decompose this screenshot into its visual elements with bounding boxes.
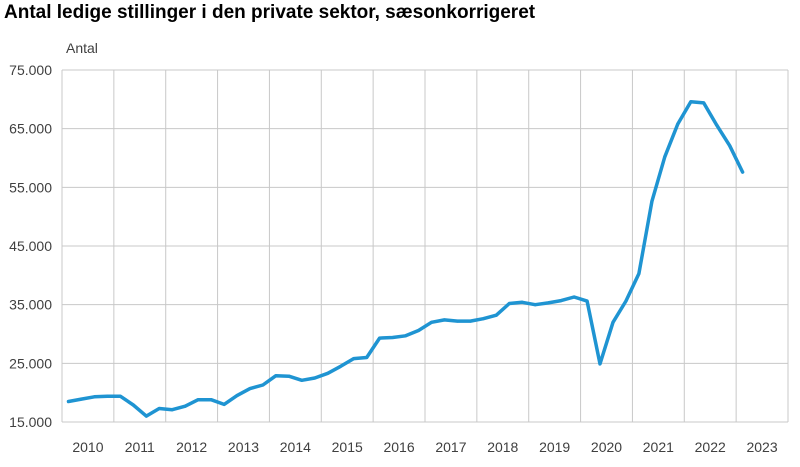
data-point [274, 374, 278, 378]
data-point [455, 319, 459, 323]
data-point [170, 408, 174, 412]
data-point [598, 362, 602, 366]
data-point [507, 302, 511, 305]
data-point [468, 319, 472, 323]
data-point [300, 378, 304, 382]
data-point [404, 334, 408, 338]
x-tick-label: 2016 [383, 439, 414, 455]
data-point [183, 404, 187, 408]
data-point [442, 318, 446, 322]
data-point [118, 394, 122, 398]
data-point [702, 101, 706, 105]
x-tick-label: 2010 [72, 439, 103, 455]
data-point [144, 414, 148, 418]
data-point [637, 272, 641, 276]
data-point [378, 336, 382, 340]
data-point [520, 300, 524, 304]
data-point [715, 123, 719, 127]
x-tick-label: 2021 [643, 439, 674, 455]
data-point [352, 357, 356, 361]
y-tick-label: 55.000 [9, 179, 52, 195]
x-tick-label: 2012 [176, 439, 207, 455]
y-tick-label: 45.000 [9, 238, 52, 254]
data-point [546, 301, 550, 305]
y-tick-label: 35.000 [9, 297, 52, 313]
data-point [67, 400, 70, 403]
data-point [676, 122, 680, 126]
data-point [559, 299, 563, 303]
data-point [339, 364, 343, 368]
x-tick-label: 2020 [591, 439, 622, 455]
x-tick-label: 2019 [539, 439, 570, 455]
x-tick-label: 2015 [332, 439, 363, 455]
data-point [365, 356, 369, 359]
data-point [131, 403, 135, 407]
y-tick-label: 25.000 [9, 355, 52, 371]
data-point [728, 144, 732, 148]
data-point [287, 374, 291, 378]
y-tick-label: 75.000 [9, 62, 52, 78]
x-tick-label: 2017 [435, 439, 466, 455]
data-point [326, 371, 330, 375]
x-tick-label: 2014 [280, 439, 311, 455]
data-point [92, 395, 96, 399]
data-point [261, 383, 265, 387]
series-line [66, 99, 745, 418]
x-tick-label: 2018 [487, 439, 518, 455]
data-point [235, 394, 239, 398]
y-tick-label: 65.000 [9, 121, 52, 137]
data-point [494, 313, 498, 317]
y-tick-label: 15.000 [9, 414, 52, 430]
x-tick-label: 2022 [695, 439, 726, 455]
x-ticks: 2010 2011 2012 2013 2014 2015 2016 2017 2018 2019… [72, 439, 778, 455]
data-point [585, 299, 589, 303]
data-point [222, 402, 226, 406]
data-point [533, 303, 537, 307]
data-point [663, 155, 667, 159]
x-tick-label: 2013 [228, 439, 259, 455]
y-ticks: 15.000 25.000 35.000 45.000 55.000 65.000 75.0… [9, 62, 52, 430]
data-point [650, 199, 654, 203]
y-axis-label: Antal [66, 40, 98, 56]
data-point [624, 299, 628, 303]
data-point [79, 397, 83, 401]
data-point [417, 329, 420, 332]
data-point [572, 295, 576, 299]
data-point [157, 407, 161, 410]
data-point [105, 394, 109, 398]
data-point [611, 320, 615, 324]
data-point [196, 398, 200, 402]
data-point [313, 376, 317, 380]
data-point [481, 317, 485, 321]
x-tick-label: 2011 [125, 439, 155, 455]
data-point [689, 100, 693, 104]
data-point [248, 387, 252, 391]
data-point [430, 320, 433, 324]
series-group [66, 99, 745, 418]
x-tick-label: 2023 [746, 439, 777, 455]
data-point [741, 170, 745, 174]
data-point [391, 336, 395, 339]
data-point [209, 398, 213, 402]
chart-title: Antal ledige stillinger i den private se… [4, 2, 536, 23]
grid [61, 69, 789, 423]
